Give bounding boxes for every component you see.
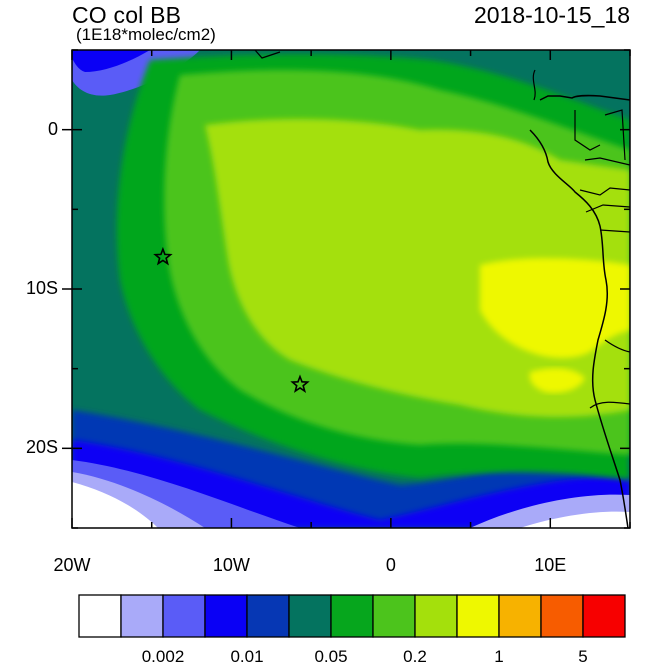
colorbar-swatch: [498, 594, 542, 638]
colorbar-label: 0.01: [230, 647, 264, 666]
colorbar-label: 1: [494, 647, 504, 666]
co-column-field: [72, 50, 630, 528]
colorbar-label: 0.2: [403, 647, 427, 666]
lon-label: 0: [385, 555, 396, 575]
colorbar-swatch: [456, 594, 500, 638]
colorbar: [78, 594, 626, 638]
colorbar-swatch: [162, 594, 206, 638]
star-marker-1: [153, 246, 173, 266]
star-marker-2: [290, 374, 310, 393]
colorbar-swatch: [120, 594, 164, 638]
map-title: CO col BB: [72, 2, 182, 28]
colorbar-swatch: [78, 594, 122, 638]
colorbar-swatch: [540, 594, 584, 638]
lon-label: 20W: [53, 555, 91, 575]
colorbar-swatch: [204, 594, 248, 638]
colorbar-label: 0.002: [141, 647, 185, 666]
map-markers: [153, 246, 310, 393]
colorbar-swatch: [582, 594, 626, 638]
lat-label: 0: [47, 118, 58, 139]
lat-label: 20S: [25, 437, 58, 458]
colorbar-swatch: [246, 594, 290, 638]
lat-label: 10S: [25, 278, 58, 298]
lon-label: 10E: [534, 555, 567, 575]
colorbar-swatch: [414, 594, 458, 638]
colorbar-swatch: [330, 594, 374, 638]
colorbar-swatch: [372, 594, 416, 638]
units-label: (1E18*molec/cm2): [76, 25, 216, 44]
lon-label: 10W: [212, 555, 250, 575]
colorbar-label: 0.05: [314, 647, 348, 666]
datetime-label: 2018-10-15_18: [473, 2, 630, 28]
colorbar-swatch: [288, 594, 332, 638]
axis-ticks: [62, 49, 631, 529]
colorbar-label: 5: [578, 647, 588, 666]
